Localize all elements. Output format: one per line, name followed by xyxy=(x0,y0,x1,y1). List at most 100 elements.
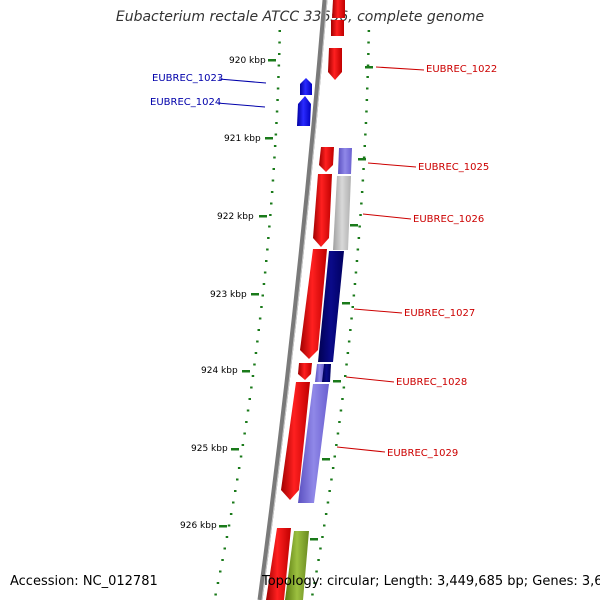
minor-tick xyxy=(358,225,361,228)
track-tick xyxy=(322,458,330,461)
minor-tick xyxy=(338,421,341,423)
minor-tick xyxy=(265,260,268,262)
track-tick xyxy=(342,302,350,305)
minor-tick xyxy=(275,122,278,124)
minor-tick xyxy=(346,352,350,354)
ruler-label-926: 926 kbp xyxy=(180,521,217,531)
label-EUBREC_1025[interactable]: EUBREC_1025 xyxy=(418,162,489,173)
minor-tick xyxy=(345,363,348,366)
minor-tick xyxy=(360,202,363,205)
minor-tick xyxy=(219,570,222,573)
minor-tick xyxy=(335,444,338,446)
gene-EUBREC_1025[interactable] xyxy=(319,147,352,174)
minor-tick xyxy=(365,99,369,101)
leader-EUBREC_1025 xyxy=(367,162,417,168)
minor-tick xyxy=(248,398,251,400)
track-tick xyxy=(350,224,358,227)
gene-EUBREC_1027[interactable] xyxy=(300,249,344,362)
right-track-ticks xyxy=(310,66,373,541)
ruler-tick xyxy=(219,525,227,528)
leader-lines xyxy=(216,66,425,453)
leader-EUBREC_1026 xyxy=(362,213,412,220)
minor-tick xyxy=(277,64,281,67)
minor-tick xyxy=(328,490,331,492)
minor-tick xyxy=(365,110,368,113)
leader-EUBREC_1022 xyxy=(375,66,425,71)
ruler-label-923: 923 kbp xyxy=(210,290,247,300)
label-EUBREC_1023[interactable]: EUBREC_1023 xyxy=(152,73,223,84)
minor-tick xyxy=(336,432,340,435)
ruler-major-ticks xyxy=(219,59,276,528)
minor-tick xyxy=(344,375,347,377)
minor-tick xyxy=(266,248,269,251)
minor-tick xyxy=(324,513,328,515)
minor-tick xyxy=(239,455,243,458)
minor-tick xyxy=(270,191,274,193)
minor-tick xyxy=(258,317,262,320)
minor-tick xyxy=(243,432,246,435)
minor-tick xyxy=(268,225,271,228)
minor-tick xyxy=(278,41,281,44)
minor-tick xyxy=(232,501,235,504)
gene-EUBREC_1022-top[interactable] xyxy=(331,0,345,36)
minor-tick xyxy=(260,306,263,308)
minor-tick xyxy=(347,340,351,343)
minor-tick xyxy=(315,570,318,573)
gene-EUBREC_1029[interactable] xyxy=(281,382,329,503)
minor-tick xyxy=(321,536,324,538)
minor-tick xyxy=(353,283,357,285)
minor-tick xyxy=(331,467,335,469)
gene-EUBREC_1024[interactable] xyxy=(297,96,311,126)
gene-EUBREC_1022[interactable] xyxy=(328,48,342,80)
minor-tick xyxy=(221,559,224,561)
label-EUBREC_1026[interactable]: EUBREC_1026 xyxy=(413,214,484,225)
minor-tick xyxy=(355,260,359,262)
minor-tick xyxy=(366,64,370,67)
minor-tick xyxy=(366,87,369,90)
minor-tick xyxy=(271,179,275,182)
gene-EUBREC_1023[interactable] xyxy=(300,78,312,95)
ruler-tick xyxy=(265,137,273,140)
gene-EUBREC_1028[interactable] xyxy=(298,363,331,382)
leader-EUBREC_1027 xyxy=(353,308,403,314)
minor-tick xyxy=(361,179,365,182)
gene-labels: EUBREC_1023 EUBREC_1024 EUBREC_1022 EUBR… xyxy=(150,64,497,459)
genome-summary-text: Topology: circular; Length: 3,449,685 bp… xyxy=(262,574,600,589)
ruler-labels: 920 kbp 921 kbp 922 kbp 923 kbp 924 kbp … xyxy=(180,56,266,531)
map-title: Eubacterium rectale ATCC 33656, complete… xyxy=(115,9,485,25)
accession-text: Accession: NC_012781 xyxy=(10,574,158,589)
minor-tick xyxy=(349,329,352,331)
gene-EUBREC_1026[interactable] xyxy=(313,174,351,250)
label-EUBREC_1027[interactable]: EUBREC_1027 xyxy=(404,308,475,319)
ruler-label-925: 925 kbp xyxy=(191,444,228,454)
minor-tick xyxy=(360,191,364,193)
minor-tick xyxy=(278,30,281,32)
ruler-tick xyxy=(268,59,276,62)
track-tick xyxy=(365,66,373,69)
left-ruler xyxy=(214,30,281,596)
track-tick xyxy=(333,380,341,383)
label-EUBREC_1024[interactable]: EUBREC_1024 xyxy=(150,97,221,108)
minor-tick xyxy=(269,214,272,216)
label-EUBREC_1022[interactable]: EUBREC_1022 xyxy=(426,64,497,75)
minor-tick xyxy=(245,421,248,423)
minor-tick xyxy=(341,398,344,400)
minor-tick xyxy=(354,271,358,274)
ruler-tick xyxy=(251,293,259,296)
minor-tick xyxy=(225,536,229,538)
minor-tick xyxy=(216,582,220,584)
track-tick xyxy=(358,158,366,161)
minor-tick xyxy=(250,386,253,389)
label-EUBREC_1028[interactable]: EUBREC_1028 xyxy=(396,377,467,388)
minor-tick xyxy=(246,409,250,412)
minor-tick xyxy=(273,145,277,147)
minor-tick xyxy=(367,30,371,32)
minor-tick xyxy=(274,133,278,136)
minor-tick xyxy=(270,202,273,205)
ruler-tick xyxy=(242,370,250,373)
gene-lower-pair[interactable] xyxy=(266,528,309,600)
label-EUBREC_1029[interactable]: EUBREC_1029 xyxy=(387,448,458,459)
minor-tick xyxy=(257,329,260,331)
minor-tick xyxy=(326,501,330,504)
